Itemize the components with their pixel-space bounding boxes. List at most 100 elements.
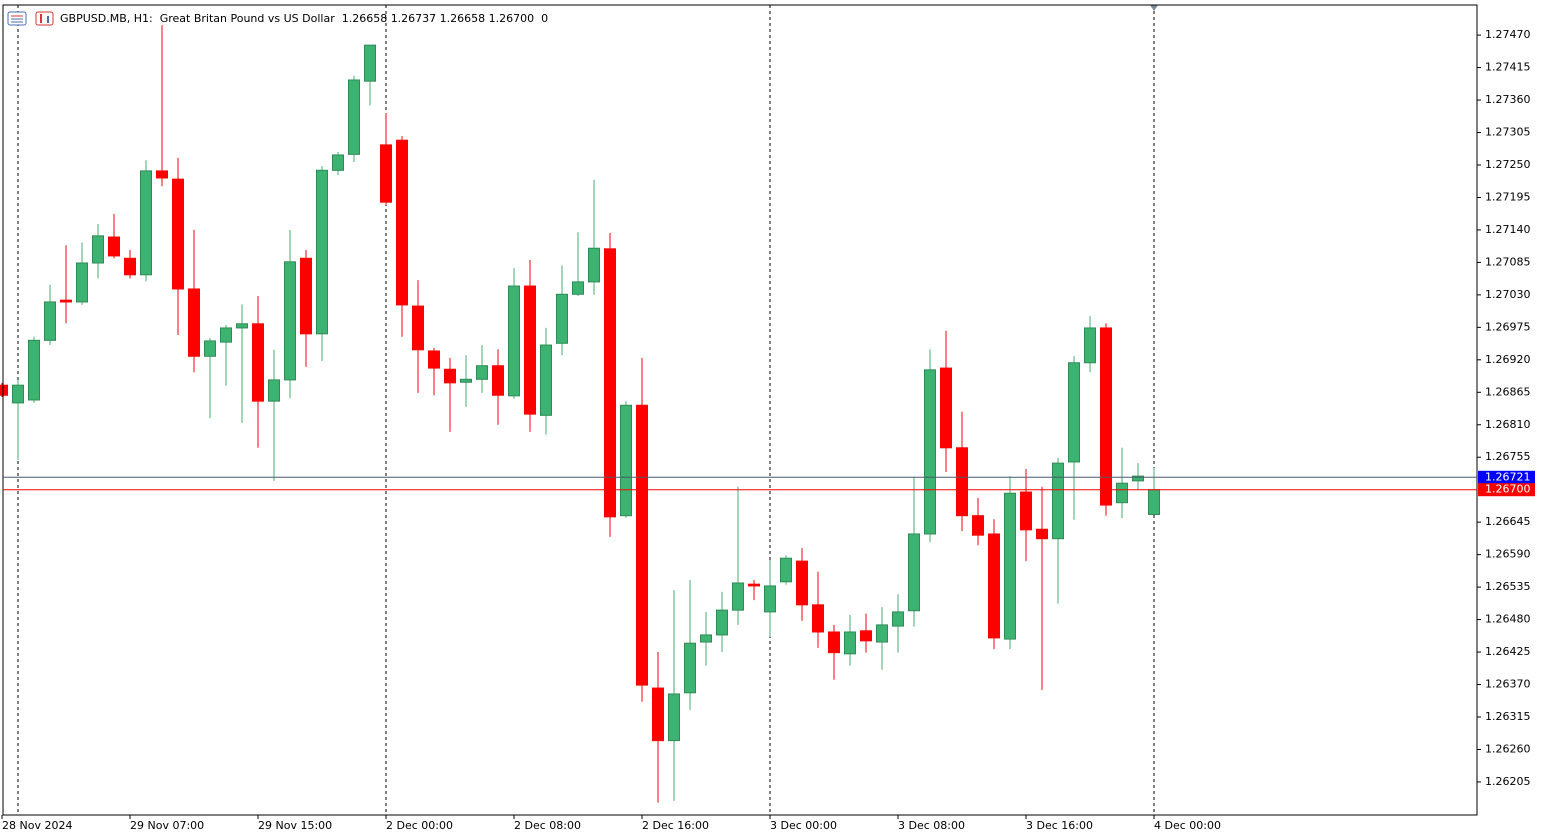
candle-body [844, 631, 856, 655]
candle-body [924, 369, 936, 535]
y-tick-label: 1.26425 [1485, 645, 1531, 658]
candle-body [1132, 475, 1144, 482]
candle-body [348, 79, 360, 155]
candle-body [1116, 482, 1128, 504]
x-tick-label: 28 Nov 2024 [2, 819, 72, 832]
candle-body [300, 257, 312, 335]
candle-body [284, 261, 296, 381]
candle-body [1068, 362, 1080, 463]
candle-body [44, 301, 56, 341]
y-tick-label: 1.27085 [1485, 255, 1531, 268]
y-tick-label: 1.26920 [1485, 353, 1531, 366]
candle-body [380, 144, 392, 203]
y-tick-label: 1.26480 [1485, 613, 1531, 626]
candle-body [860, 630, 872, 642]
bid-label: 1.26700 [1485, 483, 1531, 496]
candle-body [396, 139, 408, 306]
candle-body [172, 178, 184, 290]
candle-body [604, 248, 616, 518]
ask-label-bg [1478, 470, 1535, 484]
candle-body [460, 378, 472, 383]
candle-body [764, 585, 776, 613]
candle-body [732, 582, 744, 611]
x-tick-label: 3 Dec 00:00 [770, 819, 837, 832]
chart-icon[interactable] [35, 11, 54, 26]
candle-body [812, 604, 824, 633]
candle-body [0, 384, 8, 396]
candle-body [1020, 491, 1032, 531]
y-tick-label: 1.27415 [1485, 61, 1531, 74]
candle-body [364, 44, 376, 82]
y-tick-label: 1.26260 [1485, 742, 1531, 755]
y-tick-label: 1.26590 [1485, 548, 1531, 561]
candle-body [220, 327, 232, 343]
candle-body [636, 404, 648, 686]
candle-body [1148, 489, 1160, 515]
shift-marker [1150, 5, 1158, 11]
x-tick-label: 29 Nov 15:00 [258, 819, 332, 832]
candle-body [1100, 327, 1112, 506]
candle-body [908, 533, 920, 612]
y-tick-label: 1.26975 [1485, 320, 1531, 333]
candle-body [1036, 528, 1048, 540]
x-tick-label: 2 Dec 16:00 [642, 819, 709, 832]
candle-body [156, 170, 168, 179]
y-tick-label: 1.27305 [1485, 126, 1531, 139]
x-tick-label: 29 Nov 07:00 [130, 819, 204, 832]
candle-body [268, 379, 280, 402]
candle-body [716, 609, 728, 636]
candle-body [92, 235, 104, 264]
x-tick-label: 4 Dec 00:00 [1154, 819, 1221, 832]
y-tick-label: 1.26645 [1485, 515, 1531, 528]
candle-body [556, 293, 568, 344]
candle-body [236, 323, 248, 329]
candle-body [988, 533, 1000, 639]
candle-body [652, 687, 664, 742]
chart-title: GBPUSD.MB, H1: Great Britan Pound vs US … [60, 12, 548, 25]
bid-label-bg [1478, 483, 1535, 497]
candle-body [444, 368, 456, 384]
y-tick-label: 1.26205 [1485, 775, 1531, 788]
y-tick-label: 1.27140 [1485, 223, 1531, 236]
y-tick-label: 1.26810 [1485, 418, 1531, 431]
candle-body [492, 365, 504, 396]
candle-body [60, 299, 72, 303]
candle-body [892, 611, 904, 627]
candle-body [940, 367, 952, 449]
candle-body [668, 693, 680, 742]
candle-body [1052, 462, 1064, 540]
x-tick-label: 3 Dec 08:00 [898, 819, 965, 832]
candle-body [140, 170, 152, 276]
candle-body [252, 323, 264, 402]
candle-body [572, 281, 584, 295]
candle-body [204, 340, 216, 357]
ask-label: 1.26721 [1485, 470, 1531, 483]
candle-body [508, 285, 520, 397]
candle-body [524, 285, 536, 415]
candle-body [956, 447, 968, 517]
candle-body [124, 257, 136, 276]
y-tick-label: 1.27470 [1485, 28, 1531, 41]
candle-body [588, 247, 600, 283]
x-tick-label: 2 Dec 08:00 [514, 819, 581, 832]
candle-body [700, 634, 712, 643]
x-tick-label: 3 Dec 16:00 [1026, 819, 1093, 832]
candle-body [428, 350, 440, 369]
candle-body [332, 154, 344, 171]
candle-body [316, 169, 328, 335]
candle-body [188, 288, 200, 357]
candle-body [684, 642, 696, 694]
candle-body [28, 339, 40, 401]
candle-body [828, 631, 840, 654]
candle-body [540, 344, 552, 416]
y-tick-label: 1.26370 [1485, 678, 1531, 691]
candle-body [412, 305, 424, 351]
candle-body [108, 236, 120, 257]
candle-body [972, 515, 984, 536]
candle-body [780, 557, 792, 583]
candle-body [1084, 327, 1096, 364]
candle-body [876, 624, 888, 643]
y-tick-label: 1.26315 [1485, 710, 1531, 723]
